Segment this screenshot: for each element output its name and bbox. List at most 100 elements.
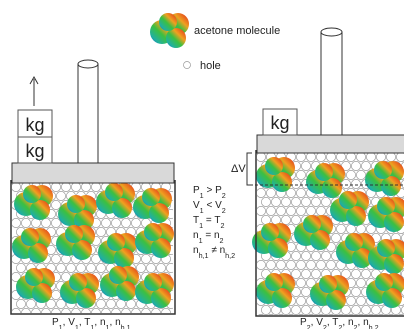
hole [61, 182, 70, 191]
hole [296, 152, 305, 161]
hole [286, 206, 295, 215]
weight-label: kg [25, 115, 44, 135]
hole [16, 299, 25, 308]
hole [51, 254, 60, 263]
text-part: < V [204, 200, 222, 211]
legend-hole-label: hole [200, 60, 221, 72]
hole [351, 305, 360, 314]
text-part: = T [203, 215, 220, 226]
text-part: > P [204, 185, 222, 196]
hole [11, 218, 20, 227]
hole [41, 218, 50, 227]
hole [151, 308, 160, 317]
hole [301, 269, 310, 278]
hole [301, 251, 310, 260]
hole [361, 269, 370, 278]
hole [351, 269, 360, 278]
hole [301, 161, 310, 170]
hole [361, 305, 370, 314]
hole [256, 260, 265, 269]
hole [111, 218, 120, 227]
hole [261, 305, 270, 314]
hole [136, 263, 145, 272]
hole [81, 182, 90, 191]
hole [286, 260, 295, 269]
hole [316, 260, 325, 269]
hole [291, 215, 300, 224]
relation: V1 < V2 [193, 200, 226, 215]
delta-v-label: ΔV [231, 163, 246, 175]
diagram: acetone molecule hole kg kg kg ΔV P1 > P… [0, 0, 404, 329]
hole [256, 152, 265, 161]
hole [351, 161, 360, 170]
hole [276, 206, 285, 215]
hole [281, 215, 290, 224]
text-part: , V [63, 317, 76, 328]
hole [256, 206, 265, 215]
hole [296, 278, 305, 287]
hole [51, 200, 60, 209]
hole [351, 179, 360, 188]
relation: T1 = T2 [193, 215, 224, 230]
hole [291, 197, 300, 206]
subscript: h,2 [369, 323, 379, 329]
hole [66, 263, 75, 272]
hole [306, 260, 315, 269]
hole [311, 197, 320, 206]
hole [311, 251, 320, 260]
text-part: = n [203, 230, 220, 241]
text-part: , V [311, 317, 324, 328]
hole [101, 218, 110, 227]
hole [96, 263, 105, 272]
delta-v-bracket [247, 153, 252, 185]
hole [156, 263, 165, 272]
weight-label: kg [25, 141, 44, 161]
hole [256, 188, 265, 197]
hole [326, 260, 335, 269]
state-labels: P1, V1, T1, n1, nh,1P2, V2, T2, n2, nh,2 [52, 317, 379, 329]
hole [376, 152, 385, 161]
hole [356, 152, 365, 161]
hole [341, 179, 350, 188]
relation: n1 = n2 [193, 230, 224, 245]
hole [131, 218, 140, 227]
subscript: h,1 [199, 251, 209, 260]
relation: P1 > P2 [193, 185, 226, 200]
hole [261, 197, 270, 206]
hole [311, 269, 320, 278]
rod-right [321, 32, 342, 135]
hole [351, 287, 360, 296]
hole [271, 197, 280, 206]
hole [346, 170, 355, 179]
hole [291, 179, 300, 188]
rod-cap-right [321, 28, 342, 36]
hole [296, 260, 305, 269]
hole [336, 152, 345, 161]
molecule [310, 275, 349, 310]
subscript: 2 [220, 221, 224, 230]
hole [306, 206, 315, 215]
piston-left [12, 163, 174, 183]
hole [326, 152, 335, 161]
subscript: h,2 [225, 251, 235, 260]
hole [141, 308, 150, 317]
hole [71, 182, 80, 191]
molecule [16, 268, 55, 303]
hole [76, 263, 85, 272]
hole [86, 263, 95, 272]
hole [106, 299, 115, 308]
hole [306, 152, 315, 161]
piston-right [257, 135, 404, 153]
hole [11, 182, 20, 191]
weight-label: kg [270, 113, 289, 133]
hole [51, 182, 60, 191]
text-part: , T [79, 317, 90, 328]
hole [11, 308, 20, 317]
hole [331, 233, 340, 242]
relation: nh,1 ≠ nh,2 [193, 245, 235, 260]
hole [296, 188, 305, 197]
text-part: , T [327, 317, 338, 328]
text-part: , n [110, 317, 121, 328]
hole [166, 263, 175, 272]
